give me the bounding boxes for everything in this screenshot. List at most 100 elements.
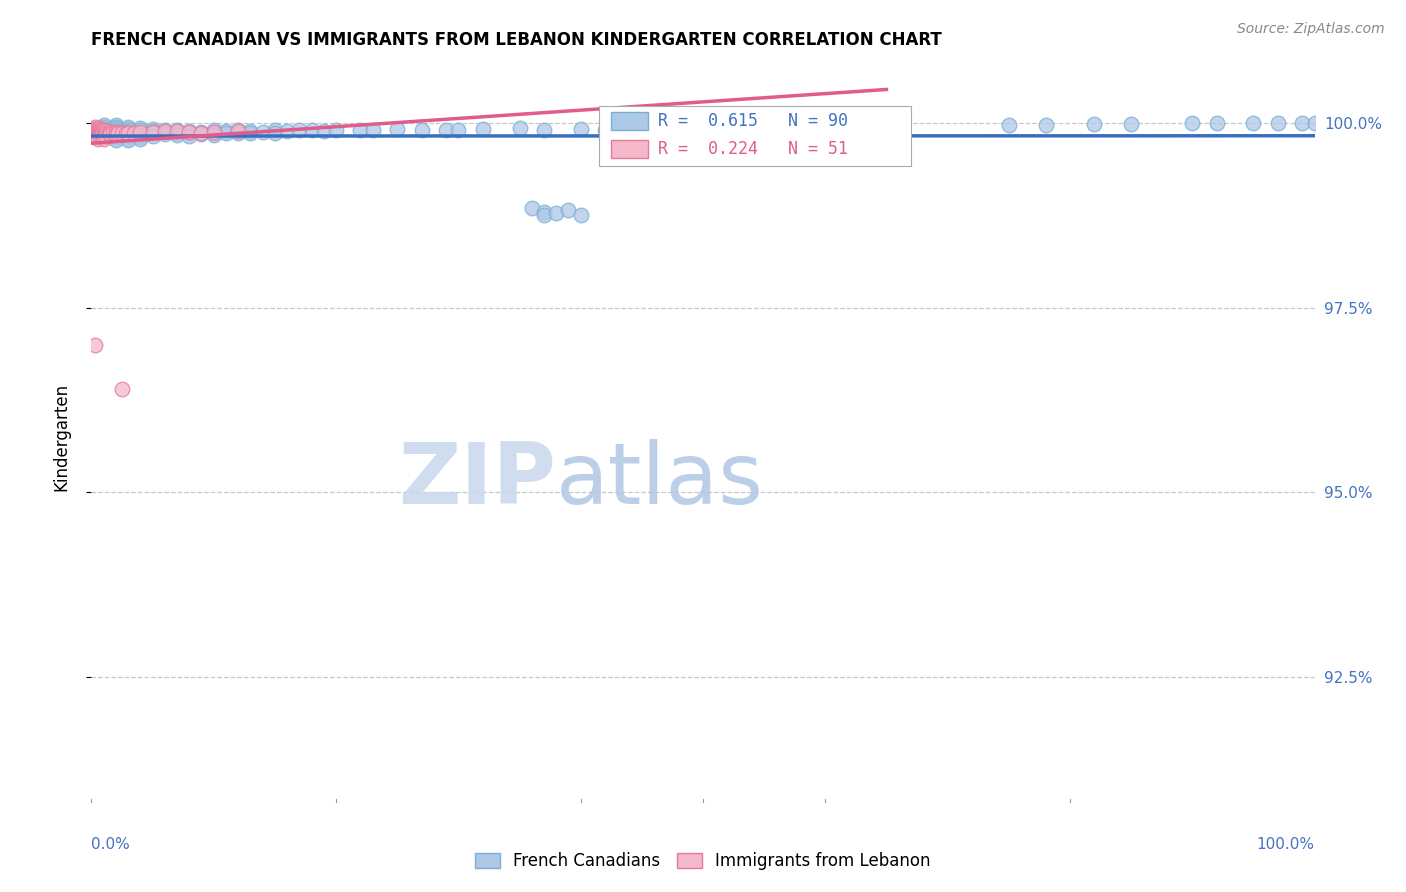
Point: [104, 118, 127, 132]
Point: [692, 120, 714, 135]
Point: [117, 126, 139, 140]
Point: [166, 123, 188, 137]
Point: [104, 128, 127, 143]
Point: [471, 122, 494, 136]
Point: [166, 128, 188, 142]
Point: [90, 127, 112, 141]
Text: R =  0.224   N = 51: R = 0.224 N = 51: [658, 140, 848, 158]
Point: [215, 124, 238, 138]
Point: [226, 126, 249, 140]
Point: [312, 124, 335, 138]
Point: [202, 128, 225, 142]
Point: [202, 126, 225, 140]
Point: [84, 337, 107, 351]
FancyBboxPatch shape: [599, 106, 911, 167]
Point: [153, 127, 176, 141]
Point: [87, 127, 110, 141]
Point: [90, 124, 112, 138]
Point: [91, 127, 114, 141]
Point: [129, 130, 152, 145]
Point: [153, 125, 176, 139]
Point: [104, 122, 127, 136]
Point: [533, 204, 555, 219]
Point: [264, 123, 287, 137]
Point: [89, 123, 111, 137]
Point: [93, 126, 115, 140]
Point: [141, 122, 163, 136]
Point: [447, 122, 470, 136]
Point: [86, 132, 108, 146]
Point: [87, 125, 110, 139]
Text: atlas: atlas: [557, 440, 765, 523]
Point: [385, 122, 409, 136]
Point: [117, 131, 139, 145]
Point: [84, 120, 107, 134]
Point: [86, 126, 108, 140]
Point: [202, 125, 225, 139]
Point: [93, 123, 115, 137]
Point: [84, 122, 107, 136]
Point: [411, 122, 433, 136]
Point: [533, 209, 555, 223]
Text: 100.0%: 100.0%: [1257, 837, 1315, 852]
Point: [349, 122, 371, 136]
Point: [86, 128, 108, 142]
Bar: [612, 140, 648, 158]
Point: [190, 127, 212, 141]
Point: [509, 121, 531, 136]
Point: [166, 126, 188, 140]
Point: [1243, 116, 1265, 130]
Point: [141, 124, 163, 138]
Point: [103, 126, 125, 140]
Point: [117, 122, 139, 136]
Point: [86, 130, 108, 145]
Point: [288, 122, 311, 136]
Point: [93, 132, 115, 146]
Point: [325, 123, 347, 137]
Y-axis label: Kindergarten: Kindergarten: [52, 383, 70, 491]
Point: [117, 124, 139, 138]
Text: FRENCH CANADIAN VS IMMIGRANTS FROM LEBANON KINDERGARTEN CORRELATION CHART: FRENCH CANADIAN VS IMMIGRANTS FROM LEBAN…: [91, 31, 942, 49]
Point: [153, 124, 176, 138]
Point: [1035, 118, 1057, 132]
Point: [117, 127, 139, 141]
Point: [104, 120, 127, 134]
Point: [93, 128, 115, 142]
Point: [93, 118, 115, 132]
Point: [84, 124, 107, 138]
Point: [533, 122, 555, 136]
Point: [129, 125, 152, 139]
Point: [1303, 116, 1326, 130]
Point: [141, 128, 163, 143]
Point: [875, 118, 898, 132]
Point: [166, 124, 188, 138]
Point: [1267, 116, 1289, 130]
Point: [202, 123, 225, 137]
Point: [93, 120, 115, 134]
Point: [84, 127, 107, 141]
Legend: French Canadians, Immigrants from Lebanon: French Canadians, Immigrants from Lebano…: [468, 846, 938, 877]
Point: [114, 127, 136, 141]
Point: [94, 128, 117, 143]
Point: [129, 123, 152, 137]
Point: [89, 128, 111, 142]
Point: [434, 123, 457, 137]
Point: [84, 127, 107, 141]
Point: [129, 132, 152, 146]
Point: [93, 127, 115, 141]
Point: [179, 127, 201, 141]
Point: [98, 127, 121, 141]
Point: [593, 122, 616, 136]
Point: [86, 123, 108, 137]
Point: [557, 203, 579, 218]
Point: [264, 126, 287, 140]
Point: [86, 121, 108, 136]
Point: [84, 122, 107, 136]
Point: [117, 128, 139, 143]
Point: [94, 124, 117, 138]
Point: [104, 127, 127, 141]
Point: [814, 119, 837, 133]
Point: [179, 128, 201, 143]
Point: [239, 127, 262, 141]
Point: [1083, 117, 1105, 131]
